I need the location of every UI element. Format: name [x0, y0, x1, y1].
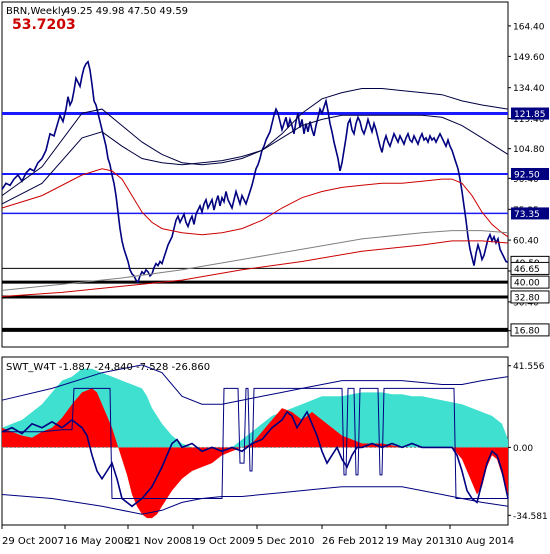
xtick-label: 19 Oct 2009 — [193, 536, 255, 547]
ind-ytick-label: -34.581 — [513, 512, 548, 522]
indicator-header: SWT_W4T -1.887 -24.840 -7.528 -26.860 — [6, 362, 210, 373]
price-tag — [511, 107, 549, 120]
price-tag-label: 73.35 — [514, 210, 540, 220]
xtick-label: 10 Aug 2014 — [450, 536, 514, 547]
indicator-panel: SWT_W4T -1.887 -24.840 -7.528 -26.860 41… — [1, 356, 548, 526]
xtick-label: 5 Dec 2010 — [257, 536, 315, 547]
series-step_line — [2, 387, 508, 499]
price-tag-label: 121.85 — [514, 110, 546, 120]
xtick-label: 21 Nov 2008 — [128, 536, 192, 547]
big-value-label: 53.7203 — [12, 17, 76, 33]
series-ma_red_lower — [1, 240, 509, 297]
ind-ytick-label: 41.556 — [513, 362, 545, 372]
series-ma_red_upper — [1, 168, 509, 238]
ytick-label: 134.40 — [513, 84, 545, 94]
ohlc-values: 49.25 49.98 47.50 49.59 — [64, 6, 188, 17]
price-tag-label: 40.00 — [514, 279, 540, 289]
ytick-label: 149.60 — [513, 53, 545, 63]
price-tag — [510, 290, 550, 304]
price-tag-label: 92.50 — [514, 170, 540, 180]
price-tag — [511, 167, 549, 180]
price-tag-label: 46.65 — [514, 265, 540, 275]
price-tag-label: 16.80 — [514, 326, 540, 336]
series-ma_grey — [1, 230, 509, 291]
ind-ytick-label: 0.00 — [513, 444, 533, 454]
price-tag — [511, 207, 549, 220]
price-tag — [510, 323, 550, 337]
ytick-label: 119.40 — [513, 115, 545, 125]
series-band_upper — [1, 364, 509, 405]
xtick-label: 26 Feb 2012 — [322, 536, 384, 547]
price-tag — [510, 275, 550, 289]
price-tag-label: 32.80 — [514, 293, 540, 303]
ytick-label: 164.40 — [513, 22, 545, 32]
ytick-label: 104.80 — [513, 145, 545, 155]
xtick-label: 19 May 2013 — [386, 536, 451, 547]
xtick-label: 29 Oct 2007 — [2, 536, 64, 547]
series-signal_line — [1, 410, 509, 508]
series-price — [1, 60, 509, 284]
series-ma_black_lower — [1, 114, 509, 205]
xtick-label: 16 May 2008 — [65, 536, 130, 547]
ytick-label: 60.40 — [513, 237, 539, 247]
series-cyan_area — [2, 368, 508, 448]
price-tag — [510, 261, 550, 275]
series-band_lower — [1, 486, 509, 515]
symbol-timeframe: BRN,Weekly — [6, 6, 67, 17]
series-ma_black_upper — [1, 88, 509, 197]
price-panel: BRN,Weekly 49.25 49.98 47.50 49.59 53.72… — [1, 1, 550, 348]
